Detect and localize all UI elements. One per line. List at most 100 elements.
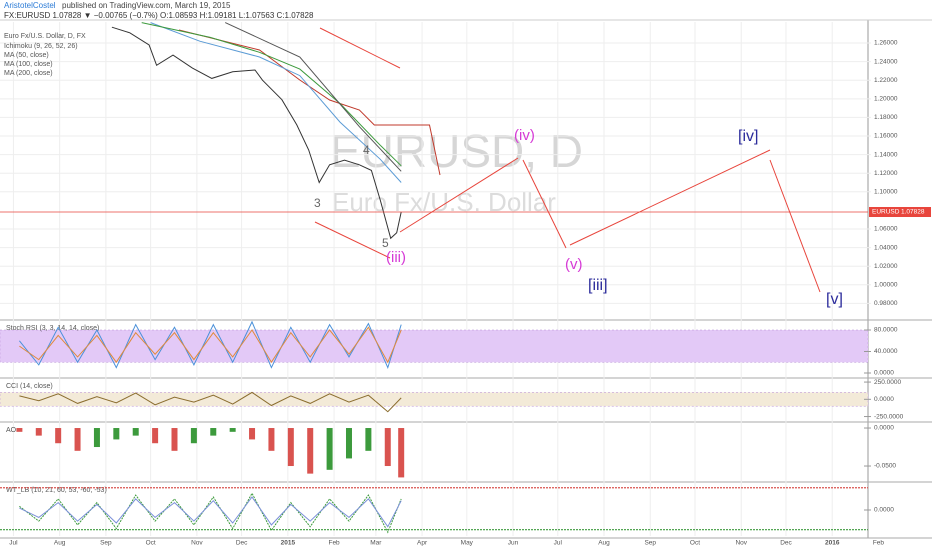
series-line	[19, 391, 402, 413]
series-line	[141, 22, 402, 167]
chart-title: Euro Fx/U.S. Dollar, D, FX	[4, 33, 86, 40]
series-line	[19, 496, 402, 528]
x-tick-label: 2015	[281, 540, 296, 547]
x-tick-label: Apr	[417, 540, 428, 547]
bar	[16, 428, 23, 432]
x-tick-label: Feb	[328, 540, 340, 547]
y-tick-label: -250.0000	[874, 413, 904, 420]
x-tick-label: Nov	[735, 540, 747, 547]
published: published on TradingView.com, March 19, …	[62, 1, 231, 10]
series-line	[150, 22, 402, 183]
legend-entry: MA (200, close)	[4, 70, 53, 77]
wave-label: (iv)	[514, 127, 535, 144]
y-tick-label: 80.0000	[874, 327, 898, 334]
wave-lines	[314, 27, 821, 293]
bar	[171, 428, 178, 451]
wave-label: [iii]	[588, 277, 608, 294]
x-tick-label: Aug	[54, 540, 66, 547]
y-tick-label: -0.0500	[874, 463, 896, 470]
bar	[93, 428, 100, 448]
wave-line	[399, 157, 519, 233]
band	[0, 329, 869, 363]
wave-line	[569, 149, 771, 246]
panel-title: CCI (14, close)	[6, 383, 53, 390]
bar	[132, 428, 139, 436]
y-tick-label: 1.10000	[874, 189, 898, 196]
y-tick-label: 0.98000	[874, 300, 898, 307]
x-tick-label: May	[461, 540, 474, 547]
bar	[398, 428, 405, 478]
y-tick-label: 40.0000	[874, 348, 898, 355]
bar	[307, 428, 314, 474]
panel-title: Stoch RSI (3, 3, 14, 14, close)	[6, 325, 99, 332]
x-tick-label: Aug	[598, 540, 610, 547]
wave-label: 5	[382, 236, 389, 250]
panel-title: AO	[6, 427, 17, 434]
bar	[74, 428, 81, 451]
series-line	[19, 326, 402, 364]
legend-entry: Ichimoku (9, 26, 52, 26)	[4, 43, 78, 50]
y-tick-label: 1.02000	[874, 263, 898, 270]
wave-label: (iii)	[386, 249, 406, 266]
x-tick-label: Oct	[690, 540, 700, 547]
bar	[249, 428, 256, 440]
trend-line	[319, 27, 401, 69]
price-line	[111, 26, 402, 240]
y-tick-label: 0.0000	[874, 396, 894, 403]
y-tick-label: 0.0000	[874, 507, 894, 514]
last-price-label: 1.07828	[901, 209, 925, 216]
x-tick-label: Feb	[873, 540, 885, 547]
bar	[190, 428, 197, 444]
bar	[345, 428, 352, 459]
wave-label: [v]	[826, 291, 843, 308]
legend-entry: MA (100, close)	[4, 61, 53, 68]
bar	[384, 428, 391, 467]
x-tick-label: Oct	[146, 540, 156, 547]
x-tick-label: Dec	[236, 540, 248, 547]
publisher[interactable]: AristotelCostel	[4, 1, 56, 10]
x-tick-label: Jul	[9, 540, 18, 547]
panel-title: WT_LB (10, 21, 60, 53, -60, -53)	[6, 487, 107, 494]
wave-label: 3	[314, 196, 321, 210]
y-tick-label: 0.0000	[874, 370, 894, 377]
wave-line	[769, 159, 821, 293]
y-tick-label: 1.06000	[874, 226, 898, 233]
wave-label: [iv]	[738, 128, 758, 145]
bar	[55, 428, 62, 444]
x-tick-label: Sep	[100, 540, 112, 547]
x-tick-label: Sep	[644, 540, 656, 547]
y-tick-label: 1.26000	[874, 40, 898, 47]
band	[0, 392, 869, 407]
y-tick-label: 1.20000	[874, 96, 898, 103]
y-tick-label: 1.04000	[874, 244, 898, 251]
x-tick-label: 2016	[825, 540, 840, 547]
legend-entry: MA (50, close)	[4, 52, 49, 59]
y-tick-label: 1.12000	[874, 170, 898, 177]
quote: FX:EURUSD 1.07828 ▼ −0.00765 (−0.7%) O:1…	[4, 11, 314, 20]
bar	[326, 428, 333, 470]
bar	[287, 428, 294, 467]
wave-label: (v)	[565, 256, 583, 273]
bar	[152, 428, 159, 444]
wave-line	[522, 159, 567, 249]
x-tick-label: Dec	[780, 540, 792, 547]
plot: Jul Aug Sep Oct Nov Dec 2015 Feb Mar Apr May Jun Jul…	[0, 19, 932, 547]
x-tick-label: Jun	[508, 540, 519, 547]
last-price-box	[869, 207, 931, 218]
trend-line	[314, 221, 391, 259]
bar	[229, 428, 236, 432]
x-tick-label: Mar	[370, 540, 382, 547]
y-tick-label: 1.14000	[874, 151, 898, 158]
y-tick-label: 1.24000	[874, 58, 898, 65]
y-tick-label: 1.22000	[874, 77, 898, 84]
last-symbol: EURUSD	[872, 209, 900, 216]
y-tick-label: 1.18000	[874, 114, 898, 121]
bar	[210, 428, 217, 436]
y-tick-label: 250.0000	[874, 379, 901, 386]
bar	[268, 428, 275, 451]
bar	[35, 428, 42, 436]
series-line	[178, 29, 441, 176]
bar	[113, 428, 120, 440]
